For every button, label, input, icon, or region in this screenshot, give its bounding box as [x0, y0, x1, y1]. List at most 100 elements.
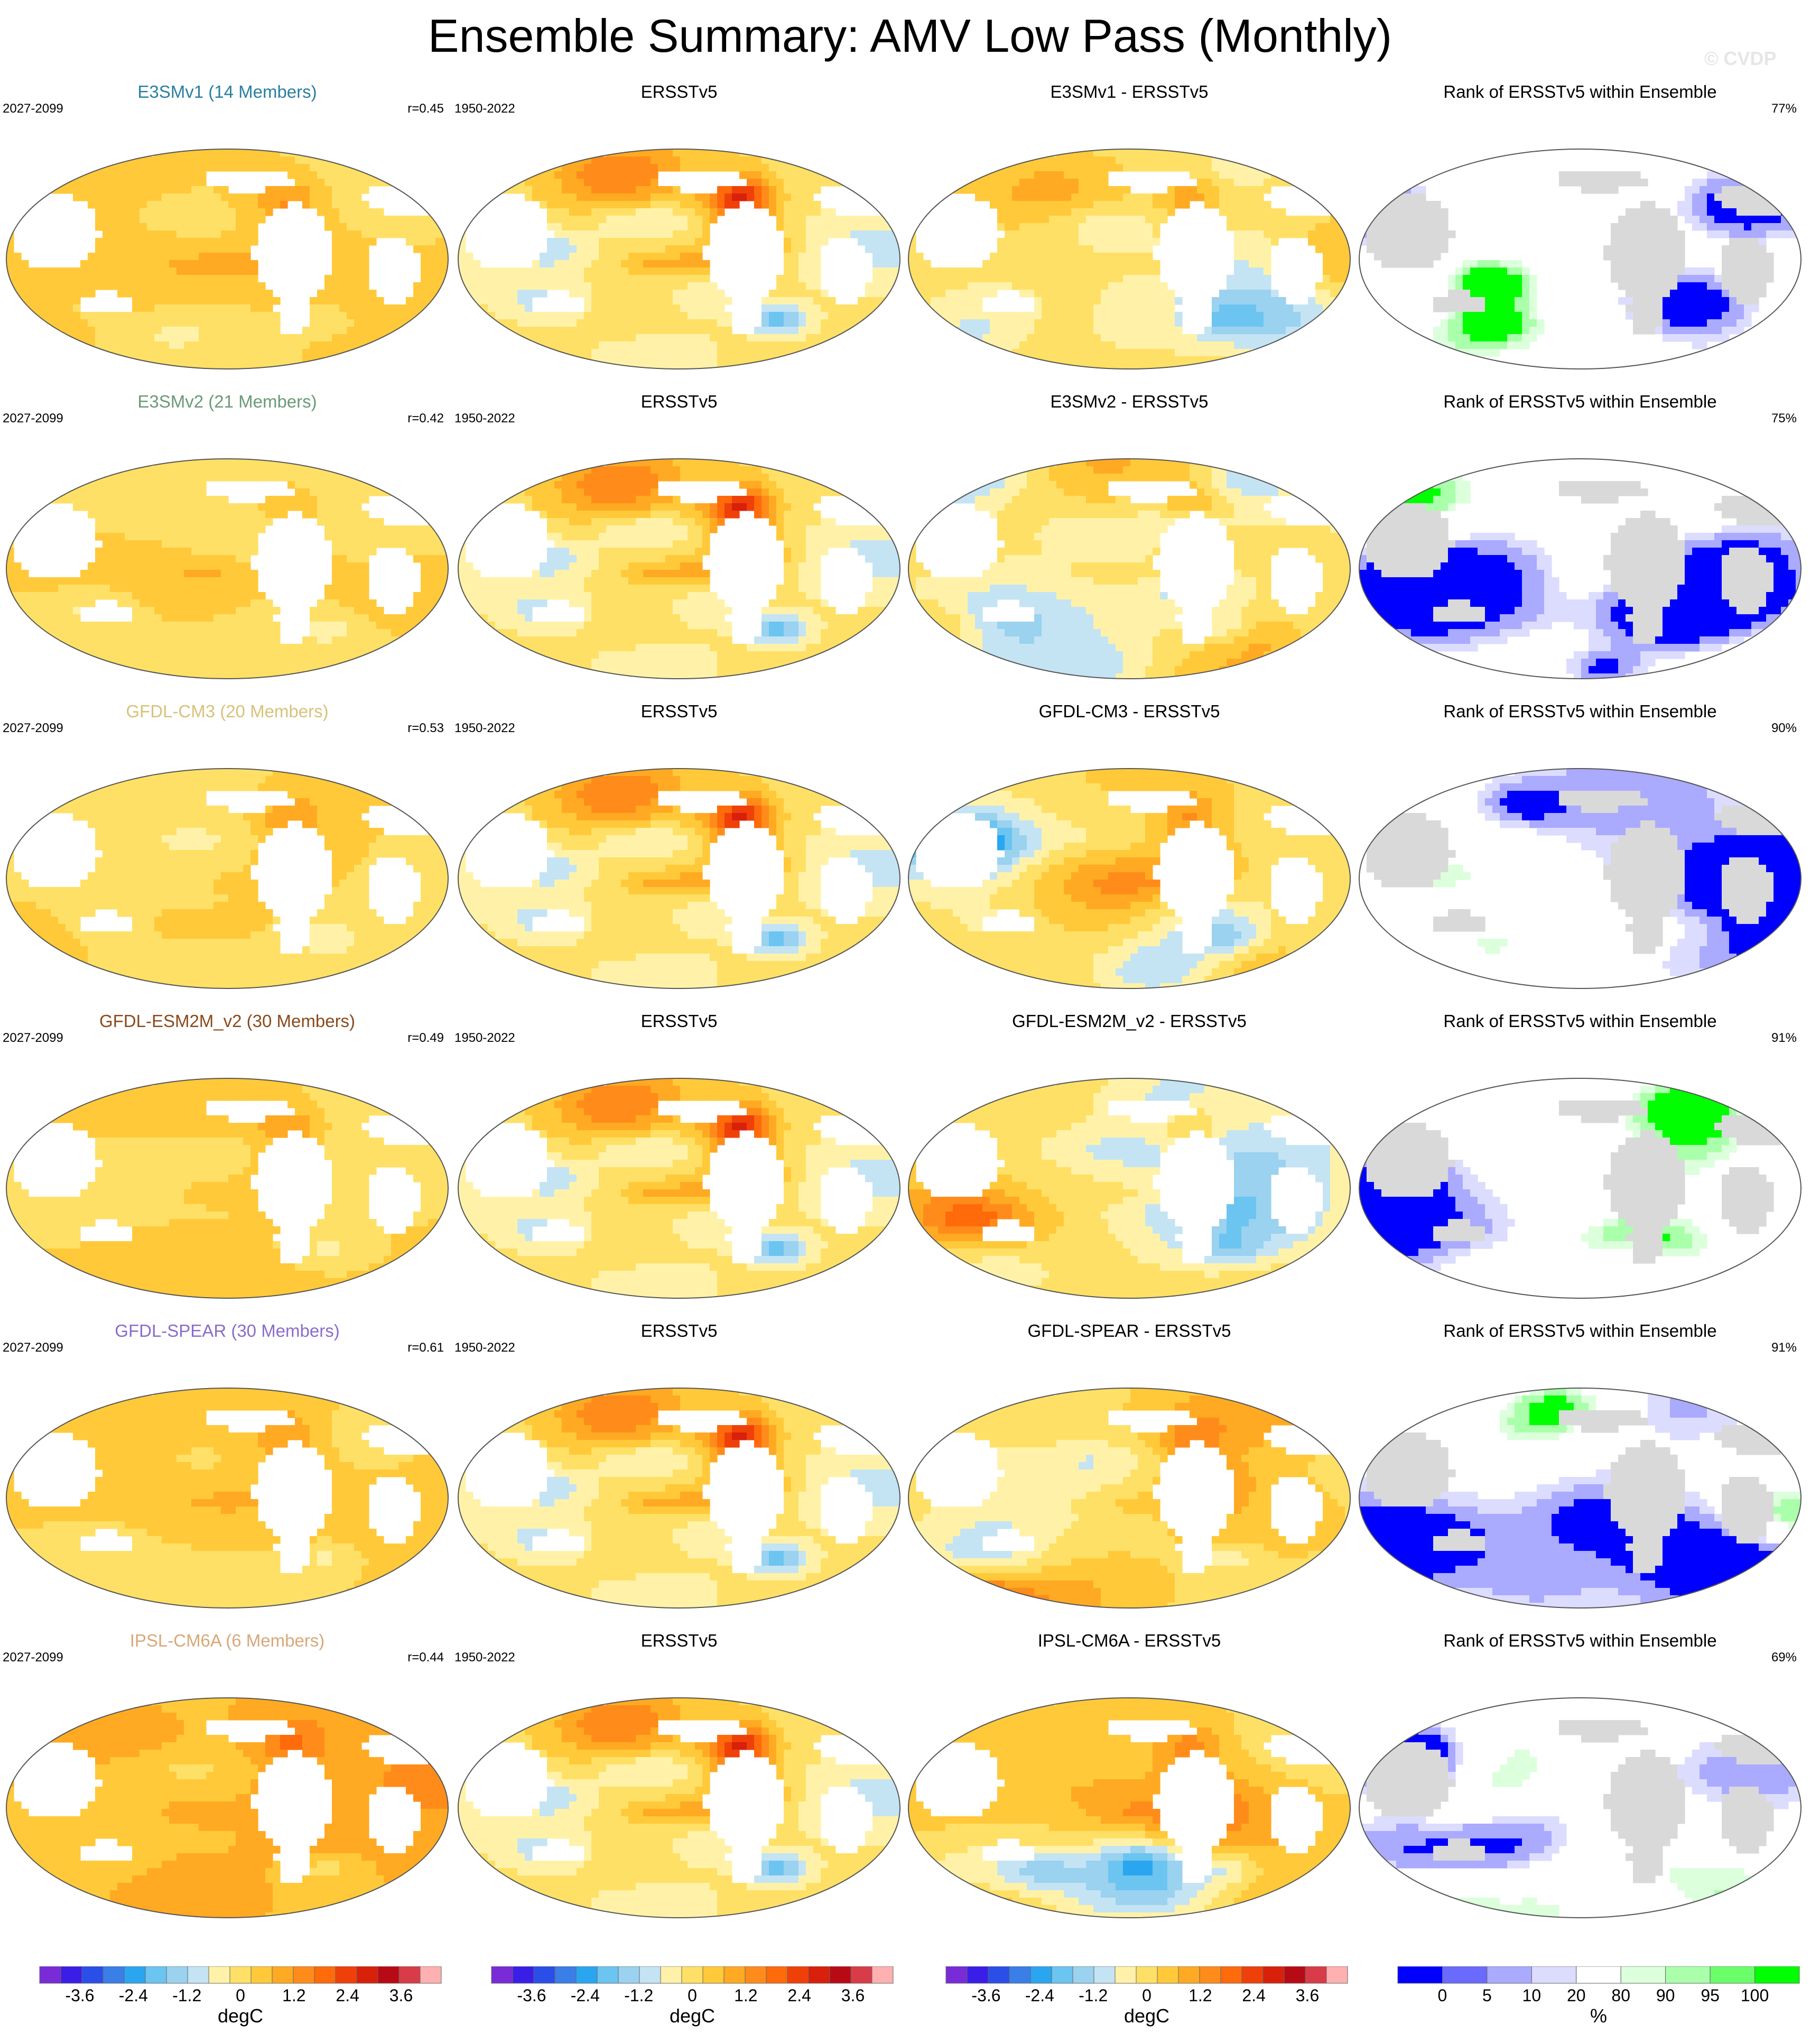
colorbar-swatch: [554, 1966, 577, 1984]
colorbar-swatch: [229, 1966, 252, 1984]
colorbar-tick-label: 3.6: [841, 1986, 865, 2005]
map-outline: [1359, 1697, 1802, 1918]
rank-panel: Rank of ERSSTv5 within Ensemble 77%: [1355, 79, 1805, 375]
ensemble-map: [6, 1078, 449, 1299]
difference-title: GFDL-ESM2M_v2 - ERSSTv5: [905, 1011, 1354, 1032]
colorbar-swatch: [39, 1966, 61, 1984]
colorbar-tick-label: -3.6: [971, 1986, 1000, 2005]
observed-title: ERSSTv5: [454, 391, 904, 412]
colorbar-swatch: [187, 1966, 209, 1984]
colorbar-swatch: [1710, 1966, 1756, 1984]
colorbar-swatch: [272, 1966, 294, 1984]
map-outline: [458, 1078, 900, 1299]
rank-panel: Rank of ERSSTv5 within Ensemble 91%: [1355, 1009, 1805, 1305]
ensemble-panel: GFDL-ESM2M_v2 (30 Members) 2027-2099 r=0.4…: [3, 1009, 452, 1305]
model-title: IPSL-CM6A (6 Members): [3, 1630, 452, 1651]
colorbar-swatch: [1072, 1966, 1094, 1984]
difference-panel: GFDL-CM3 - ERSSTv5: [905, 699, 1354, 995]
colorbar-tick-label: -2.4: [1025, 1986, 1054, 2005]
observed-map: [458, 458, 900, 679]
colorbar-swatch: [420, 1966, 442, 1984]
ensemble-panel: IPSL-CM6A (6 Members) 2027-2099 r=0.44: [3, 1628, 452, 1924]
map-outline: [908, 1078, 1351, 1299]
cvdp-watermark: © CVDP: [1704, 48, 1777, 70]
colorbar-swatch: [829, 1966, 851, 1984]
colorbar-swatch: [1442, 1966, 1488, 1984]
rank-map: [1359, 149, 1802, 369]
model-title: GFDL-ESM2M_v2 (30 Members): [3, 1011, 452, 1032]
colorbar-swatch: [1754, 1966, 1800, 1984]
rank-percent: 91%: [1749, 1341, 1797, 1355]
rank-map: [1359, 768, 1802, 989]
rank-percent: 91%: [1749, 1031, 1797, 1046]
ensemble-map: [6, 458, 449, 679]
sst-colorbar: -3.6 -2.4 -1.2 0 1.2 2.4 3.6 degC: [935, 1966, 1358, 2030]
ensemble-period: 2027-2099: [3, 721, 63, 736]
map-outline: [6, 1078, 449, 1299]
colorbar-tick-label: 1.2: [734, 1986, 757, 2005]
pattern-correlation: r=0.44: [396, 1650, 444, 1665]
difference-map: [908, 768, 1351, 989]
colorbar-tick-label: 3.6: [1296, 1986, 1319, 2005]
colorbar-swatch: [166, 1966, 188, 1984]
difference-map: [908, 458, 1351, 679]
rank-colorbar: 0 5 10 20 80 90 95 100%: [1387, 1966, 1810, 2030]
observed-panel: ERSSTv5 1950-2022: [454, 1628, 904, 1924]
colorbar-swatch: [681, 1966, 703, 1984]
observed-period: 1950-2022: [454, 1031, 515, 1046]
rank-map: [1359, 1388, 1802, 1608]
observed-map: [458, 149, 900, 369]
colorbar-tick-label: -3.6: [65, 1986, 94, 2005]
map-outline: [908, 149, 1351, 369]
ensemble-period: 2027-2099: [3, 1031, 63, 1046]
model-title: E3SMv1 (14 Members): [3, 81, 452, 103]
difference-title: E3SMv2 - ERSSTv5: [905, 391, 1354, 412]
ensemble-period: 2027-2099: [3, 1650, 63, 1665]
colorbar-swatch: [575, 1966, 598, 1984]
rank-percent: 75%: [1749, 411, 1797, 426]
colorbar-tick-label: 3.6: [389, 1986, 413, 2005]
colorbar-swatch: [639, 1966, 661, 1984]
difference-map: [908, 1697, 1351, 1918]
pattern-correlation: r=0.42: [396, 411, 444, 426]
colorbar-swatch: [1115, 1966, 1137, 1984]
colorbar-tick-label: 20: [1567, 1986, 1586, 2005]
colorbar-swatch: [314, 1966, 336, 1984]
difference-map: [908, 1388, 1351, 1608]
colorbar-swatch: [808, 1966, 830, 1984]
map-outline: [6, 458, 449, 679]
observed-period: 1950-2022: [454, 1650, 515, 1665]
colorbar-swatch: [660, 1966, 682, 1984]
colorbar-tick-label: 5: [1482, 1986, 1492, 2005]
colorbar-swatch: [850, 1966, 872, 1984]
colorbar-swatch: [1262, 1966, 1285, 1984]
colorbar-tick-label: 1.2: [1188, 1986, 1212, 2005]
colorbar-swatch: [103, 1966, 125, 1984]
map-outline: [908, 1388, 1351, 1608]
map-outline: [6, 149, 449, 369]
map-outline: [1359, 458, 1802, 679]
map-outline: [1359, 768, 1802, 989]
colorbar-swatch: [398, 1966, 421, 1984]
pattern-correlation: r=0.45: [396, 101, 444, 116]
sst-colorbar: -3.6 -2.4 -1.2 0 1.2 2.4 3.6 degC: [29, 1966, 452, 2030]
rank-panel: Rank of ERSSTv5 within Ensemble 69%: [1355, 1628, 1805, 1924]
observed-title: ERSSTv5: [454, 701, 904, 722]
observed-panel: ERSSTv5 1950-2022: [454, 1009, 904, 1305]
colorbar-swatch: [1030, 1966, 1052, 1984]
map-outline: [458, 149, 900, 369]
map-outline: [908, 458, 1351, 679]
colorbar-swatch: [356, 1966, 378, 1984]
colorbar-swatch: [491, 1966, 513, 1984]
observed-panel: ERSSTv5 1950-2022: [454, 699, 904, 995]
observed-period: 1950-2022: [454, 1341, 515, 1355]
colorbar-swatch: [988, 1966, 1010, 1984]
colorbar-tick-label: -2.4: [571, 1986, 600, 2005]
ensemble-period: 2027-2099: [3, 101, 63, 116]
colorbar-tick-label: 2.4: [336, 1986, 359, 2005]
colorbar-unit: degC: [935, 2005, 1358, 2027]
observed-title: ERSSTv5: [454, 1011, 904, 1032]
difference-map: [908, 149, 1351, 369]
map-outline: [458, 768, 900, 989]
colorbar-swatch: [702, 1966, 725, 1984]
